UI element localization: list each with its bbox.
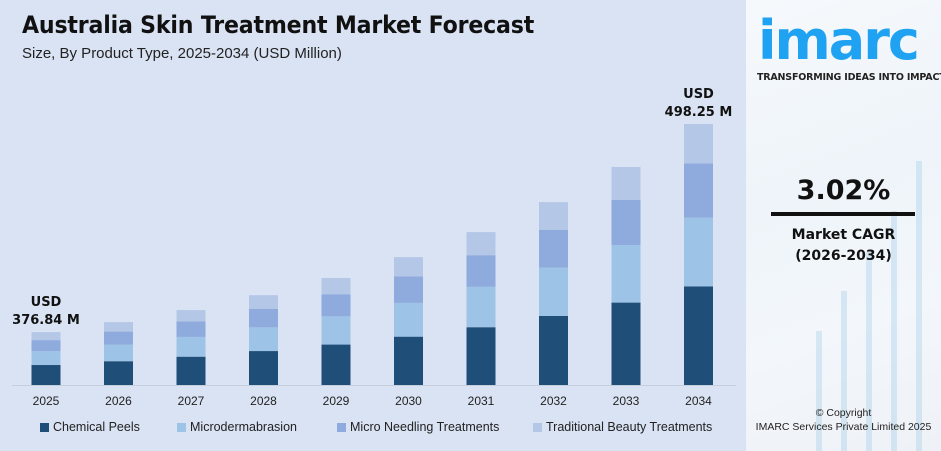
x-tick-label: 2029 <box>323 394 350 408</box>
x-tick-label: 2034 <box>685 394 712 408</box>
bar-segment-micro-needling-treatments-2032 <box>539 229 568 268</box>
bar-segment-traditional-beauty-treatments-2025 <box>31 332 61 341</box>
bar-segment-chemical-peels-2026 <box>104 361 133 385</box>
annotation-currency: USD <box>31 295 62 310</box>
bar-segment-traditional-beauty-treatments-2034 <box>684 124 713 164</box>
bar-segment-chemical-peels-2034 <box>684 286 713 385</box>
bar-segment-microdermabrasion-2031 <box>466 286 496 328</box>
legend-swatch <box>337 422 346 432</box>
x-tick-label: 2031 <box>468 394 495 408</box>
bar-segment-micro-needling-treatments-2034 <box>684 163 713 218</box>
bar-segment-chemical-peels-2027 <box>176 356 206 385</box>
background-decoration <box>916 161 922 451</box>
legend-swatch <box>533 422 542 432</box>
bar-segment-microdermabrasion-2028 <box>249 327 278 352</box>
value-annotations: USD 376.84 M USD 498.25 M <box>12 87 732 328</box>
bars-group <box>31 124 713 385</box>
bar-segment-micro-needling-treatments-2028 <box>249 308 278 328</box>
bar-segment-micro-needling-treatments-2031 <box>466 255 496 287</box>
background-decoration <box>816 331 822 451</box>
legend-label: Microdermabrasion <box>190 420 297 434</box>
cagr-divider <box>771 212 915 216</box>
legend-label: Chemical Peels <box>53 420 140 434</box>
bar-segment-micro-needling-treatments-2033 <box>611 199 641 246</box>
cagr-period: (2026-2034) <box>795 248 892 264</box>
cagr-label: Market CAGR <box>791 227 896 243</box>
brand-tagline: TRANSFORMING IDEAS INTO IMPACT <box>757 72 941 83</box>
bar-segment-microdermabrasion-2030 <box>394 302 423 337</box>
x-tick-label: 2026 <box>105 394 132 408</box>
bar-segment-micro-needling-treatments-2025 <box>31 340 61 352</box>
bar-segment-traditional-beauty-treatments-2026 <box>104 322 133 332</box>
bar-segment-microdermabrasion-2032 <box>539 267 568 316</box>
bar-segment-traditional-beauty-treatments-2032 <box>539 202 568 230</box>
bar-segment-microdermabrasion-2027 <box>176 336 206 357</box>
bar-segment-traditional-beauty-treatments-2027 <box>176 310 206 322</box>
annotation-value: 498.25 M <box>665 105 733 120</box>
x-tick-label: 2033 <box>613 394 640 408</box>
copyright-owner: IMARC Services Private Limited 2025 <box>755 421 932 433</box>
background-decoration <box>891 211 897 451</box>
copyright-line: © Copyright <box>815 407 872 419</box>
legend-item-micro-needling: Micro Needling Treatments <box>337 420 533 434</box>
x-tick-label: 2027 <box>178 394 205 408</box>
bar-segment-microdermabrasion-2029 <box>321 316 351 345</box>
bar-segment-chemical-peels-2029 <box>321 344 351 385</box>
x-tick-label: 2030 <box>395 394 422 408</box>
bar-segment-micro-needling-treatments-2026 <box>104 331 133 345</box>
bar-segment-traditional-beauty-treatments-2028 <box>249 295 278 309</box>
background-decoration <box>841 291 847 451</box>
x-tick-label: 2028 <box>250 394 277 408</box>
x-tick-labels: 2025 2026 2027 2028 2029 2030 2031 2032 2033 2034 <box>33 394 713 408</box>
bar-segment-chemical-peels-2030 <box>394 336 423 385</box>
bar-segment-microdermabrasion-2025 <box>31 351 61 366</box>
legend: Chemical Peels Microdermabrasion Micro N… <box>40 420 712 434</box>
bar-segment-microdermabrasion-2033 <box>611 245 641 303</box>
legend-item-microdermabrasion: Microdermabrasion <box>177 420 337 434</box>
legend-label: Micro Needling Treatments <box>350 420 500 434</box>
bar-segment-traditional-beauty-treatments-2030 <box>394 257 423 277</box>
imarc-logo: imarc <box>758 9 920 72</box>
bar-segment-microdermabrasion-2034 <box>684 217 713 287</box>
annotation-value: 376.84 M <box>12 313 80 328</box>
bar-segment-traditional-beauty-treatments-2033 <box>611 166 641 200</box>
chart-title: Australia Skin Treatment Market Forecast <box>22 11 535 39</box>
bar-segment-chemical-peels-2025 <box>31 365 61 385</box>
bar-segment-chemical-peels-2031 <box>466 327 496 385</box>
background-decoration <box>866 251 872 451</box>
legend-item-chemical-peels: Chemical Peels <box>40 420 177 434</box>
legend-swatch <box>177 422 186 432</box>
bar-segment-chemical-peels-2033 <box>611 302 641 385</box>
info-panel: imarc TRANSFORMING IDEAS INTO IMPACT 3.0… <box>746 0 941 451</box>
chart-panel: Australia Skin Treatment Market Forecast… <box>12 11 736 434</box>
bar-segment-chemical-peels-2032 <box>539 315 568 385</box>
legend-swatch <box>40 422 49 432</box>
annotation-currency: USD <box>683 87 714 102</box>
x-tick-label: 2025 <box>33 394 60 408</box>
bar-segment-chemical-peels-2028 <box>249 351 278 385</box>
bar-segment-micro-needling-treatments-2029 <box>321 294 351 317</box>
bar-segment-traditional-beauty-treatments-2031 <box>466 232 496 256</box>
legend-item-traditional-beauty: Traditional Beauty Treatments <box>533 420 712 434</box>
cagr-value: 3.02% <box>796 175 891 206</box>
chart-subtitle: Size, By Product Type, 2025-2034 (USD Mi… <box>22 45 342 62</box>
bar-segment-traditional-beauty-treatments-2029 <box>321 278 351 295</box>
bar-segment-microdermabrasion-2026 <box>104 344 133 362</box>
x-tick-label: 2032 <box>540 394 567 408</box>
stacked-bar-chart: 2025 2026 2027 2028 2029 2030 2031 2032 2033 2034… <box>12 87 736 408</box>
legend-label: Traditional Beauty Treatments <box>546 420 713 434</box>
bar-segment-micro-needling-treatments-2027 <box>176 321 206 337</box>
bar-segment-micro-needling-treatments-2030 <box>394 276 423 303</box>
